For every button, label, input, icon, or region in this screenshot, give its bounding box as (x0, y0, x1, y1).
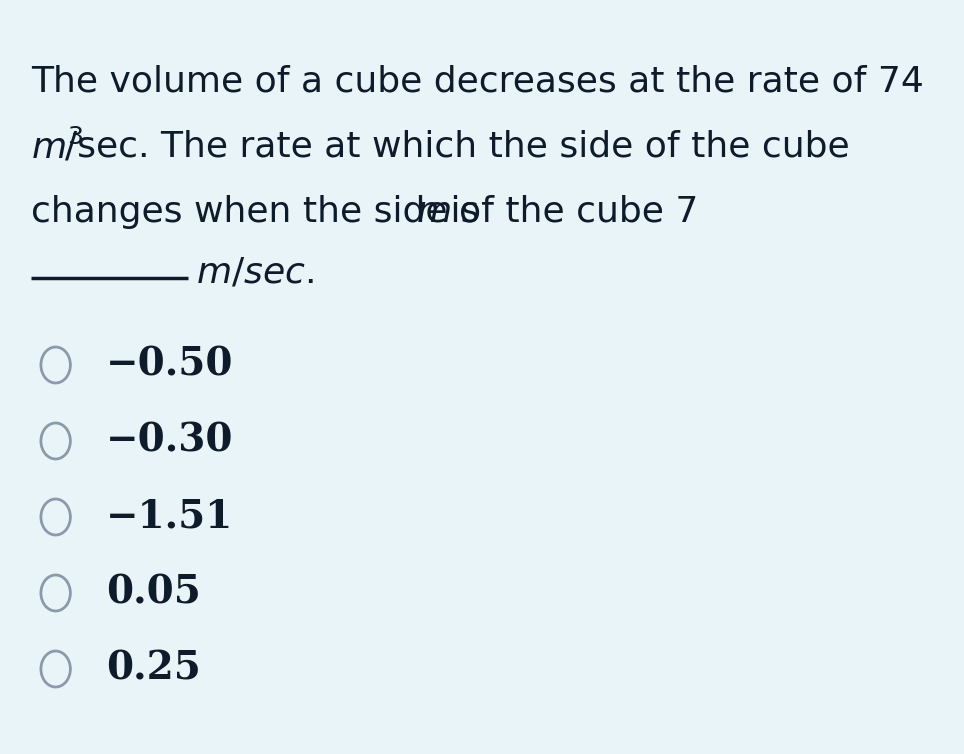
Text: is: is (440, 195, 480, 229)
Text: −0.30: −0.30 (106, 422, 234, 460)
Text: −0.50: −0.50 (106, 346, 234, 384)
Text: The volume of a cube decreases at the rate of 74: The volume of a cube decreases at the ra… (31, 65, 924, 99)
Text: $m/sec.$: $m/sec.$ (197, 255, 314, 289)
Text: /sec. The rate at which the side of the cube: /sec. The rate at which the side of the … (66, 130, 850, 164)
Text: 0.05: 0.05 (106, 574, 201, 612)
Text: $m$: $m$ (416, 195, 451, 229)
Text: 0.25: 0.25 (106, 650, 201, 688)
Text: −1.51: −1.51 (106, 498, 233, 536)
Text: $m^3$: $m^3$ (31, 130, 84, 166)
Text: changes when the side of the cube 7: changes when the side of the cube 7 (31, 195, 710, 229)
